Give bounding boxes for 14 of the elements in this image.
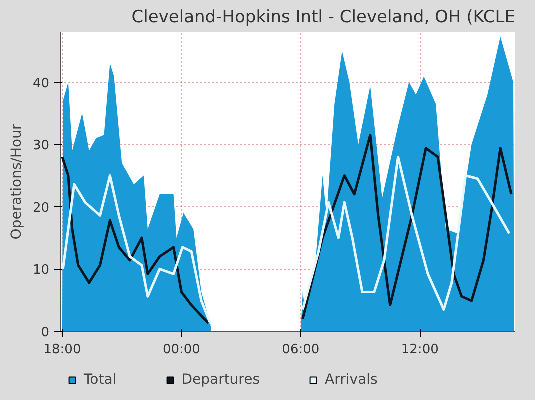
x-tick-label: 06:00 <box>282 342 320 358</box>
legend-label: Total <box>84 372 117 388</box>
x-tick-label: 12:00 <box>401 342 439 358</box>
y-tick-label: 10 <box>32 263 50 278</box>
chart-title: Cleveland-Hopkins Intl - Cleveland, OH (KCLE <box>132 8 516 28</box>
x-tick-label: 18:00 <box>44 342 82 358</box>
x-tick-label: 00:00 <box>162 342 200 358</box>
y-tick-label: 40 <box>32 76 50 92</box>
y-axis-title: Operations/Hour <box>8 124 25 240</box>
legend-label: Arrivals <box>325 372 378 388</box>
legend-label: Departures <box>182 372 260 388</box>
y-tick-label: 30 <box>32 138 50 154</box>
y-tick-label: 0 <box>41 326 50 340</box>
y-tick-label: 20 <box>32 200 50 216</box>
